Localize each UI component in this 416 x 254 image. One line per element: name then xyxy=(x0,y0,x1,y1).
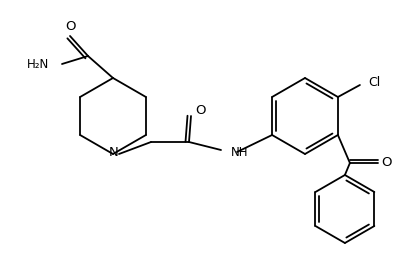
Text: Cl: Cl xyxy=(368,76,380,89)
Text: O: O xyxy=(196,103,206,117)
Text: O: O xyxy=(65,21,75,34)
Text: NH: NH xyxy=(231,146,248,158)
Text: H₂N: H₂N xyxy=(27,57,49,71)
Text: N: N xyxy=(109,146,119,158)
Text: O: O xyxy=(381,156,392,169)
